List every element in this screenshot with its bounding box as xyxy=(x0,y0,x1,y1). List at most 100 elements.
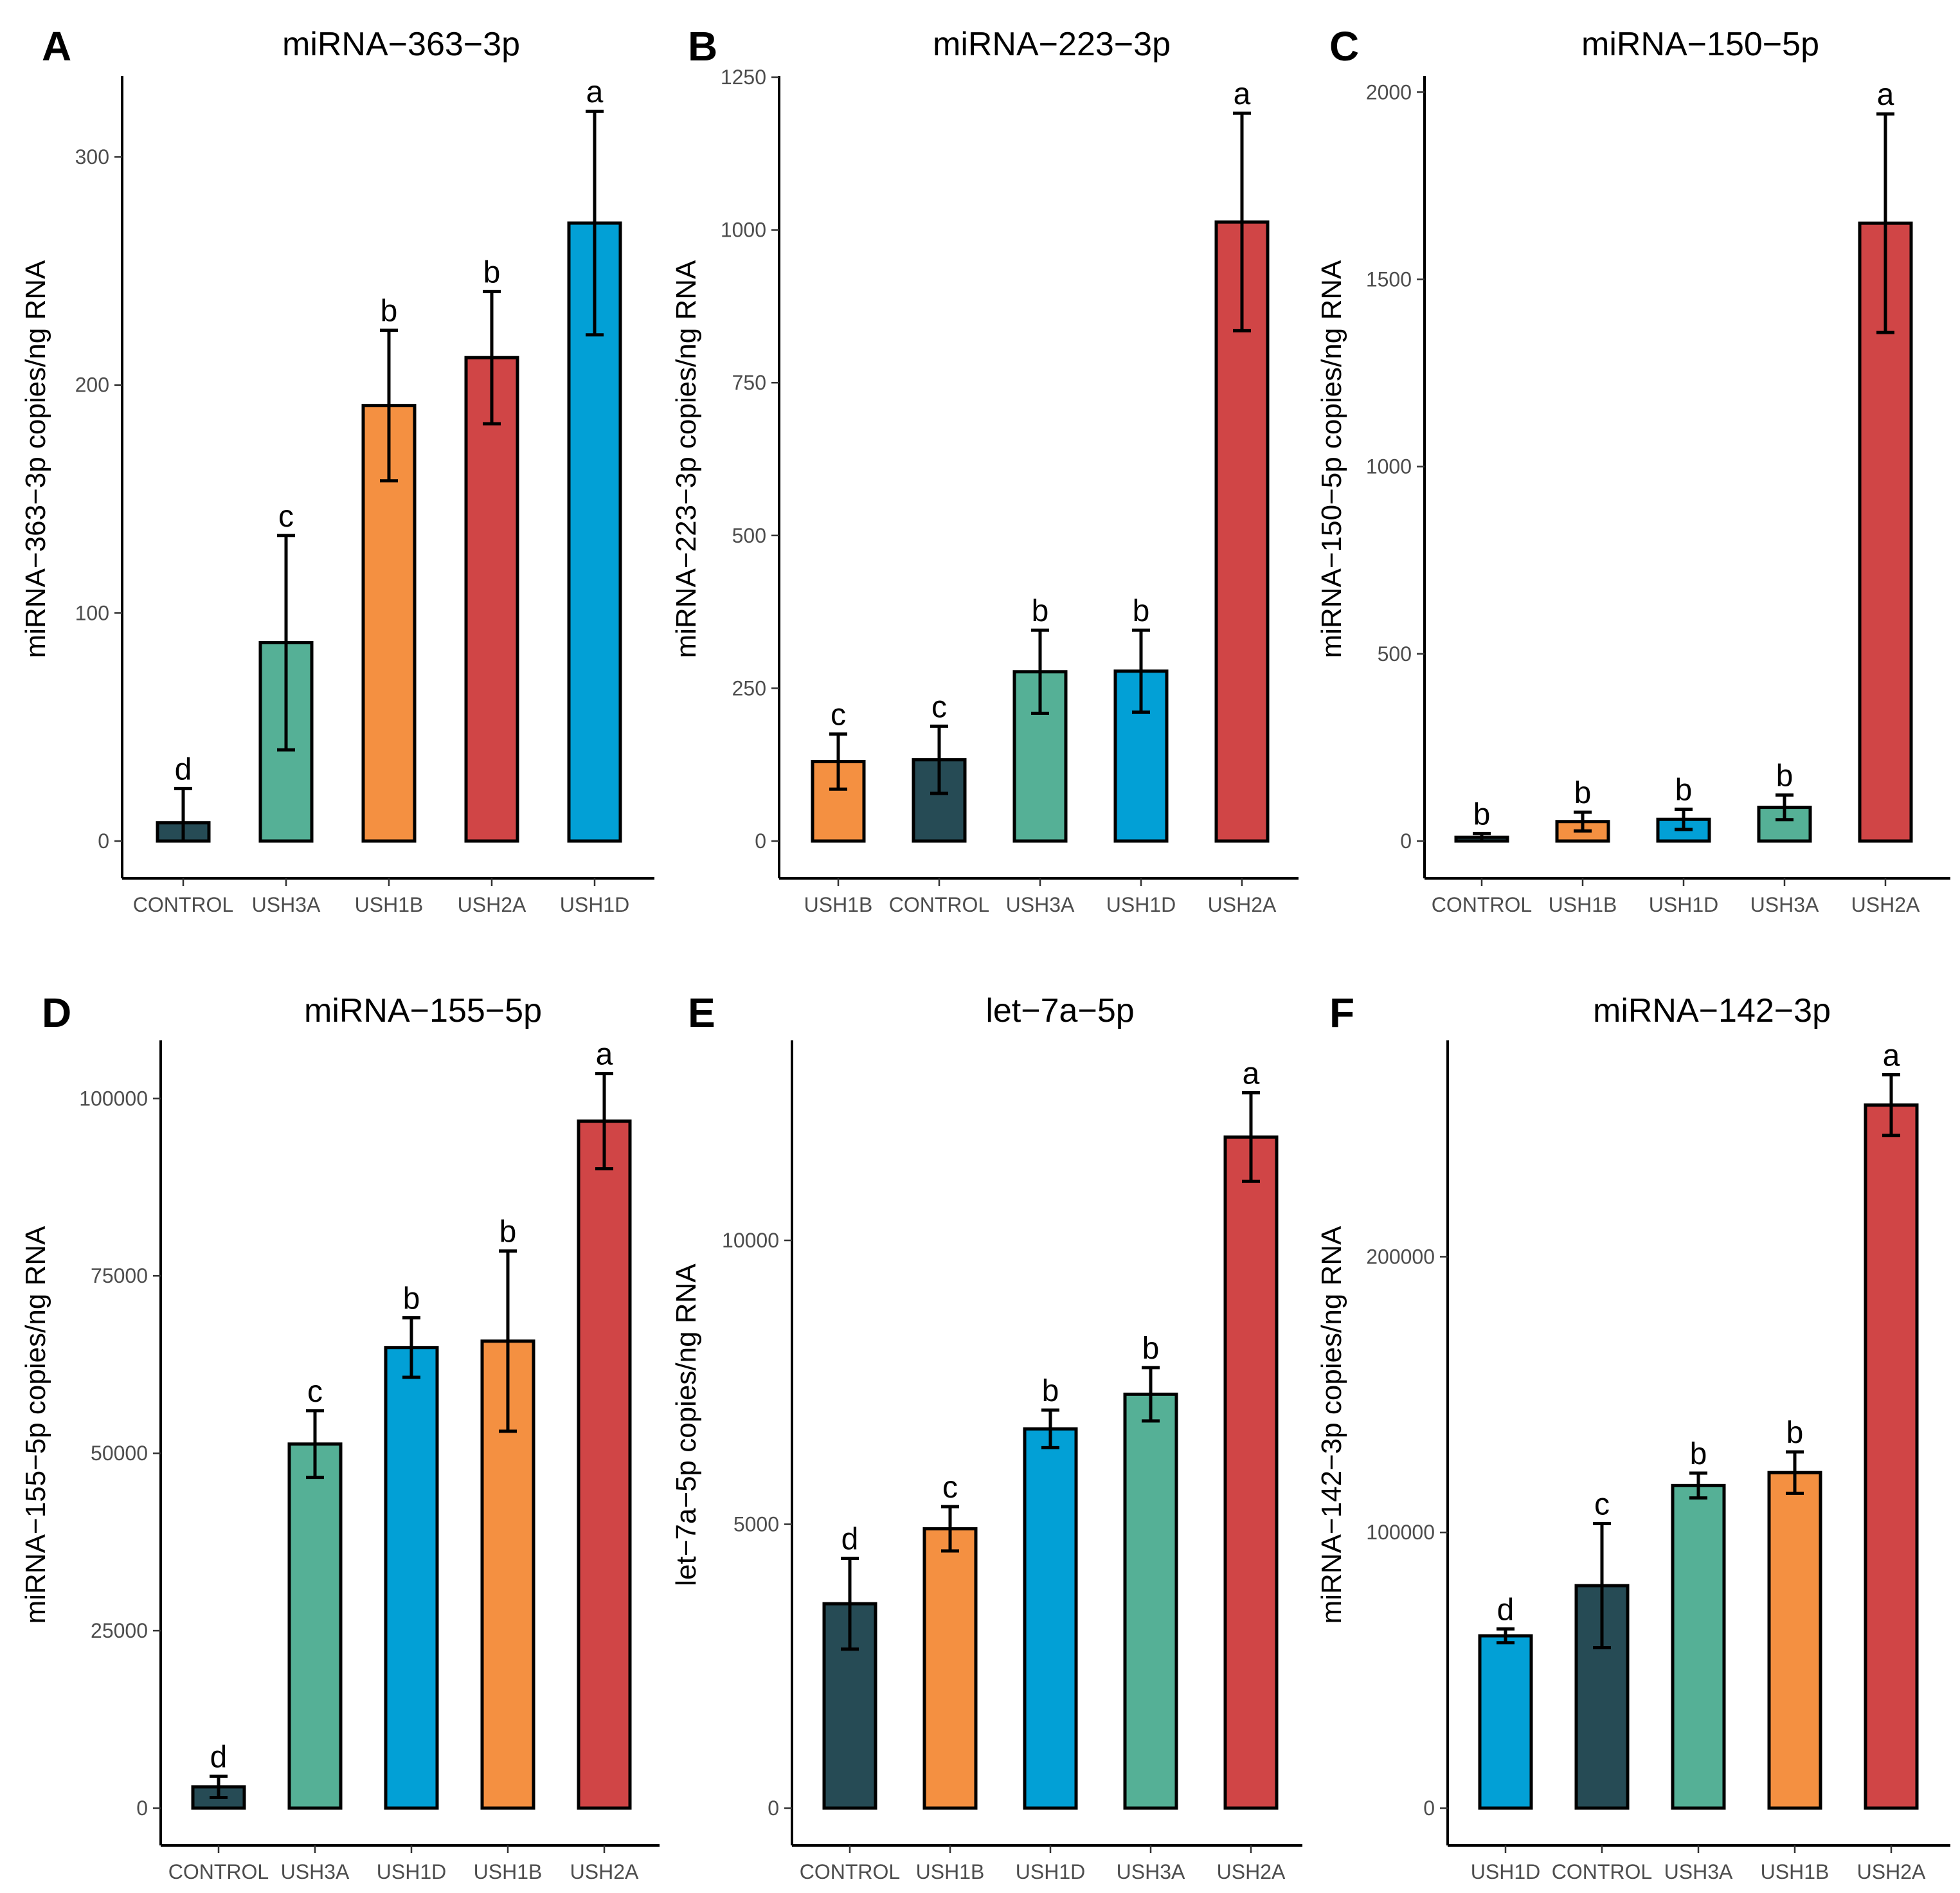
significance-label: a xyxy=(1883,1038,1900,1073)
error-bar xyxy=(1574,810,1592,833)
error-bar xyxy=(306,1409,324,1480)
significance-label: d xyxy=(210,1740,228,1774)
error-bar xyxy=(1132,628,1150,714)
error-bar xyxy=(499,1249,517,1433)
bar-ush3a xyxy=(1671,1483,1726,1810)
x-tick-label: USH3A xyxy=(1750,893,1819,916)
bar-ush2a xyxy=(1864,1103,1919,1810)
error-bar xyxy=(595,1072,613,1171)
x-tick-label: CONTROL xyxy=(1432,893,1532,916)
panel-letter: E xyxy=(688,990,715,1036)
y-tick-label: 200000 xyxy=(1366,1245,1435,1268)
error-bar xyxy=(402,1316,420,1379)
y-tick-label: 0 xyxy=(1400,829,1412,853)
significance-label: b xyxy=(1675,774,1693,808)
significance-label: c xyxy=(831,698,846,732)
y-tick-label: 50000 xyxy=(91,1442,148,1465)
x-tick-label: USH1D xyxy=(377,1860,446,1883)
y-axis-label: miRNA−150−5p copies/ng RNA xyxy=(1316,260,1347,658)
x-tick-label: USH1B xyxy=(916,1860,985,1883)
bar-ush2a xyxy=(1223,1135,1279,1810)
y-tick-label: 0 xyxy=(98,829,109,853)
x-tick-label: USH3A xyxy=(1006,893,1075,916)
significance-label: b xyxy=(1786,1416,1804,1450)
significance-label: b xyxy=(1690,1437,1707,1471)
error-bar xyxy=(1593,1522,1611,1649)
x-tick-label: CONTROL xyxy=(168,1860,269,1883)
x-tick-label: USH1D xyxy=(1106,893,1176,916)
panel-title: miRNA−363−3p xyxy=(282,26,520,63)
y-tick-label: 500 xyxy=(1378,642,1412,666)
x-tick-label: CONTROL xyxy=(1552,1860,1652,1883)
panel-title: miRNA−223−3p xyxy=(933,26,1171,63)
error-bar xyxy=(1776,793,1794,822)
error-bar xyxy=(1233,111,1251,332)
panel-title: miRNA−150−5p xyxy=(1581,26,1819,63)
significance-label: b xyxy=(1133,594,1150,628)
error-bar xyxy=(586,109,604,337)
significance-label: b xyxy=(1776,759,1794,793)
panel-title: miRNA−142−3p xyxy=(1593,992,1831,1029)
panel-title: miRNA−155−5p xyxy=(304,992,542,1029)
y-tick-label: 0 xyxy=(1423,1797,1435,1820)
significance-label: b xyxy=(1473,797,1491,831)
x-tick-label: USH1D xyxy=(1471,1860,1540,1883)
significance-label: d xyxy=(841,1522,859,1556)
error-bar xyxy=(174,786,192,843)
error-bar xyxy=(380,329,398,483)
error-bar xyxy=(829,732,847,791)
significance-label: c xyxy=(942,1471,958,1505)
error-bar xyxy=(1242,1091,1260,1183)
y-tick-label: 100 xyxy=(75,601,109,624)
y-axis-label: miRNA−363−3p copies/ng RNA xyxy=(20,260,51,658)
significance-label: b xyxy=(381,294,398,329)
error-bar xyxy=(1882,1073,1900,1137)
x-tick-label: USH1B xyxy=(1761,1860,1830,1883)
significance-label: b xyxy=(1042,1374,1059,1408)
x-tick-label: USH1B xyxy=(804,893,873,916)
significance-label: c xyxy=(307,1375,323,1409)
panel-letter: D xyxy=(42,990,71,1036)
significance-label: b xyxy=(403,1282,420,1316)
significance-label: c xyxy=(931,690,947,724)
bar-ush3a xyxy=(1123,1392,1178,1810)
x-tick-label: USH2A xyxy=(1851,893,1920,916)
significance-label: a xyxy=(586,75,604,109)
bar-ush1d xyxy=(1478,1634,1533,1810)
x-tick-label: CONTROL xyxy=(133,893,233,916)
x-tick-label: USH1D xyxy=(1649,893,1718,916)
panel-letter: B xyxy=(688,23,717,69)
panel-letter: A xyxy=(42,23,71,69)
x-tick-label: USH3A xyxy=(252,893,321,916)
error-bar xyxy=(483,289,501,426)
y-tick-label: 2000 xyxy=(1366,80,1412,104)
x-tick-label: USH2A xyxy=(1217,1860,1286,1883)
error-bar xyxy=(1675,808,1693,831)
x-tick-label: USH3A xyxy=(1117,1860,1185,1883)
x-tick-label: USH2A xyxy=(570,1860,639,1883)
panel-letter: F xyxy=(1329,990,1354,1036)
significance-label: d xyxy=(1497,1593,1515,1627)
y-tick-label: 1000 xyxy=(721,219,766,242)
error-bar xyxy=(1786,1450,1804,1495)
error-bar xyxy=(277,534,295,752)
y-tick-label: 300 xyxy=(75,145,109,168)
y-axis-label: let−7a−5p copies/ng RNA xyxy=(670,1264,702,1586)
y-axis-label: miRNA−223−3p copies/ng RNA xyxy=(670,260,702,658)
error-bar xyxy=(1031,628,1049,715)
y-tick-label: 25000 xyxy=(91,1619,148,1642)
significance-label: c xyxy=(1594,1488,1610,1522)
x-tick-label: USH1D xyxy=(560,893,629,916)
y-tick-label: 1000 xyxy=(1366,455,1412,478)
significance-label: b xyxy=(1574,776,1592,810)
y-tick-label: 250 xyxy=(732,676,766,700)
bar-ush2a xyxy=(577,1119,632,1810)
error-bar xyxy=(1473,831,1491,843)
